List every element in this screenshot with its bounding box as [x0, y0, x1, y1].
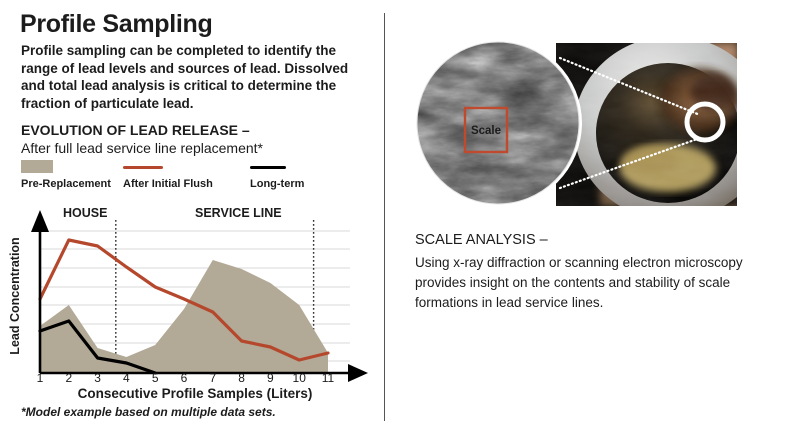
svg-text:Scale: Scale — [471, 125, 501, 137]
